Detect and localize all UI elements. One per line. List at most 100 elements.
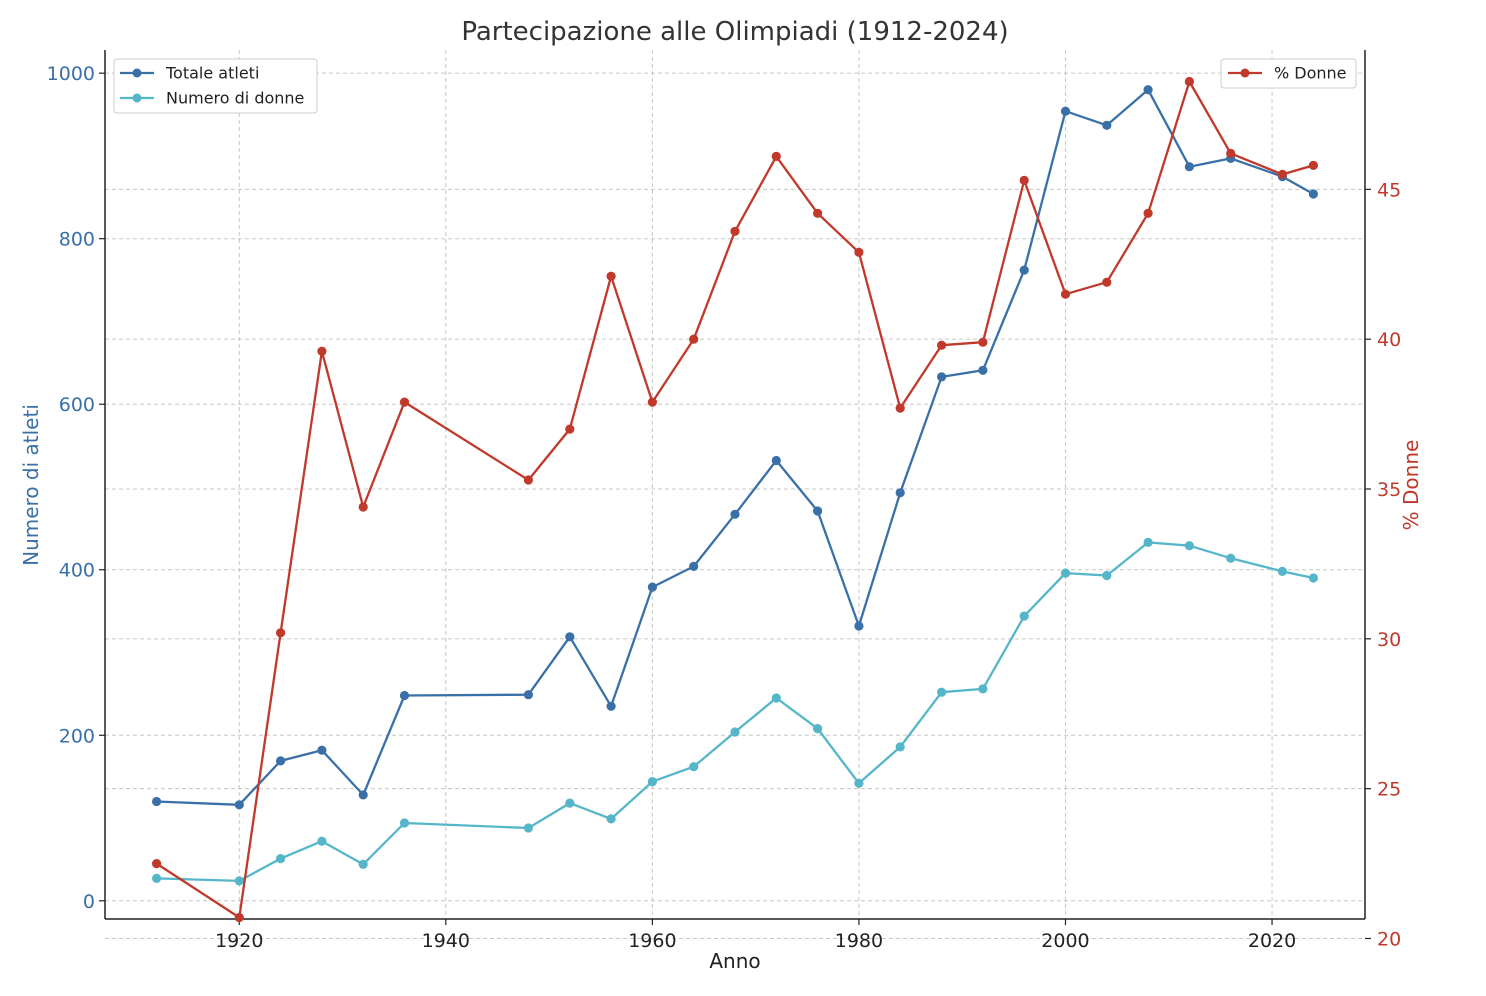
data-point-numero-di-donne [689, 762, 699, 772]
x-tick-label: 1960 [628, 930, 676, 952]
series-line-totale-atleti [156, 88, 1314, 806]
data-point-pct-donne [854, 247, 864, 257]
data-point-totale-atleti [317, 745, 327, 755]
data-point-totale-atleti [647, 582, 658, 592]
data-point-pct-donne [1308, 160, 1318, 170]
data-point-totale-atleti [1019, 265, 1029, 275]
axes [104, 50, 1366, 920]
data-point-totale-atleti [771, 455, 781, 466]
data-point-numero-di-donne [399, 818, 410, 828]
data-point-numero-di-donne [978, 684, 988, 694]
x-axis-title: Anno [709, 949, 760, 973]
data-point-totale-atleti [606, 701, 616, 711]
data-point-pct-donne [399, 397, 410, 407]
legend-right-box [1220, 58, 1357, 89]
legend-marker-numero-di-donne [132, 93, 142, 103]
data-point-numero-di-donne [647, 777, 658, 787]
data-point-numero-di-donne [1019, 611, 1029, 621]
data-point-pct-donne [730, 226, 740, 236]
data-point-numero-di-donne [813, 724, 823, 734]
data-point-pct-donne [1143, 208, 1153, 218]
data-point-numero-di-donne [565, 798, 575, 808]
x-tick-label: 1980 [835, 930, 883, 952]
y-tick-label-left: 800 [59, 229, 95, 251]
data-point-pct-donne [647, 397, 658, 407]
data-point-pct-donne [1102, 277, 1112, 287]
data-point-totale-atleti [358, 790, 368, 800]
legend-marker-pct-donne [1240, 68, 1250, 78]
data-point-totale-atleti [978, 365, 988, 375]
y-axis-title-left: Numero di atleti [19, 404, 43, 566]
data-point-totale-atleti [1102, 120, 1112, 130]
chart-title: Partecipazione alle Olimpiadi (1912-2024… [461, 17, 1008, 47]
legend-label-totale-atleti: Totale atleti [165, 64, 259, 83]
data-point-numero-di-donne [937, 687, 947, 697]
data-point-pct-donne [358, 502, 368, 512]
y-tick-label-right: 45 [1377, 179, 1401, 201]
data-point-pct-donne [606, 271, 616, 281]
series [152, 76, 1318, 923]
y-tick-label-right: 40 [1377, 329, 1401, 351]
data-point-pct-donne [1277, 169, 1287, 179]
data-point-numero-di-donne [606, 814, 616, 824]
data-point-totale-atleti [152, 796, 162, 807]
data-point-numero-di-donne [1184, 541, 1194, 551]
data-point-pct-donne [152, 859, 162, 869]
legend-left-box [113, 58, 318, 114]
data-point-pct-donne [1019, 175, 1029, 185]
data-point-numero-di-donne [730, 727, 740, 737]
data-point-numero-di-donne [234, 876, 244, 886]
legend-label-pct-donne: % Donne [1274, 64, 1347, 83]
y-tick-label-left: 1000 [47, 63, 95, 85]
ticks: 1920 1940 1960 1980 2000 2020 0 200 400 600 800 100… [47, 63, 1402, 952]
data-point-totale-atleti [895, 488, 905, 498]
data-point-totale-atleti [565, 632, 575, 642]
x-tick-label: 2020 [1248, 930, 1296, 952]
data-point-totale-atleti [813, 506, 823, 516]
data-point-numero-di-donne [276, 854, 286, 864]
data-point-numero-di-donne [895, 742, 905, 752]
y-axis-title-right: % Donne [1399, 440, 1423, 531]
data-point-numero-di-donne [1277, 566, 1287, 577]
data-point-numero-di-donne [317, 836, 327, 846]
data-point-numero-di-donne [1308, 573, 1318, 583]
legend-right: % Donne [1220, 58, 1357, 89]
data-point-totale-atleti [523, 690, 534, 700]
data-point-pct-donne [1184, 76, 1194, 87]
data-point-totale-atleti [1143, 85, 1153, 95]
data-point-totale-atleti [854, 621, 864, 631]
x-tick-label: 2000 [1041, 930, 1089, 952]
data-point-pct-donne [895, 403, 905, 413]
y-tick-label-left: 600 [59, 394, 95, 416]
data-point-totale-atleti [276, 756, 286, 766]
y-tick-label-right: 25 [1377, 779, 1401, 801]
data-point-pct-donne [1060, 289, 1071, 299]
data-point-numero-di-donne [1102, 570, 1112, 581]
legend-left: Totale atleti Numero di donne [113, 58, 318, 114]
legend-label-numero-di-donne: Numero di donne [166, 89, 304, 108]
data-point-numero-di-donne [1143, 537, 1153, 548]
data-point-pct-donne [1226, 148, 1236, 158]
data-point-numero-di-donne [854, 778, 864, 788]
y-tick-label-right: 35 [1377, 479, 1401, 501]
x-tick-label: 1920 [215, 930, 263, 952]
data-point-numero-di-donne [771, 693, 781, 703]
data-point-totale-atleti [1308, 189, 1318, 199]
data-point-numero-di-donne [1060, 568, 1071, 578]
data-point-totale-atleti [1060, 106, 1071, 116]
data-point-pct-donne [937, 340, 947, 350]
data-point-pct-donne [317, 346, 327, 356]
data-point-pct-donne [689, 334, 699, 344]
data-point-totale-atleti [1184, 162, 1194, 172]
data-point-pct-donne [234, 912, 244, 923]
data-point-totale-atleti [689, 561, 699, 572]
grid [105, 50, 1365, 939]
data-point-numero-di-donne [152, 873, 162, 884]
data-point-totale-atleti [730, 509, 740, 519]
data-point-numero-di-donne [1226, 553, 1236, 563]
y-tick-label-left: 0 [83, 891, 95, 913]
data-point-numero-di-donne [358, 859, 368, 870]
y-tick-label-right: 30 [1377, 629, 1401, 651]
series-line-numero-di-donne [156, 541, 1314, 883]
y-tick-label-right: 20 [1377, 928, 1401, 950]
